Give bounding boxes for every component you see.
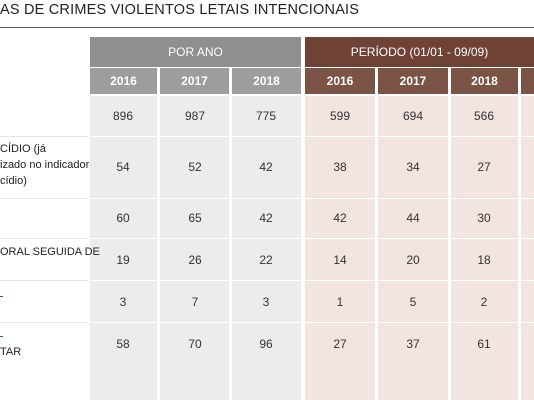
table-cell: 42	[333, 211, 347, 225]
label-divider	[0, 322, 88, 323]
year-header: 2017	[378, 68, 448, 94]
table-cell: 987	[184, 109, 206, 123]
column-bg	[160, 96, 229, 400]
table-cell: 30	[477, 211, 491, 225]
row-label: TAR	[0, 346, 22, 358]
table-cell: 775	[255, 109, 277, 123]
row-label: izado no indicador	[0, 159, 90, 171]
year-header: 2018	[232, 68, 301, 94]
row-divider	[0, 322, 534, 323]
row-label: CÍDIO (já	[0, 143, 46, 155]
table-cell: 27	[333, 337, 347, 351]
column-bg	[305, 96, 375, 400]
table-cell: 38	[333, 160, 347, 174]
row-divider	[0, 238, 534, 239]
row-label: ORAL SEGUIDA DE	[0, 246, 100, 258]
row-label-link[interactable]	[0, 326, 3, 337]
year-header: 2018	[451, 68, 518, 94]
year-header: 2016	[305, 68, 375, 94]
column-bg	[90, 96, 157, 400]
table-title: AS DE CRIMES VIOLENTOS LETAIS INTENCIONA…	[0, 2, 360, 18]
table-cell: 42	[259, 211, 273, 225]
table-cell: 20	[406, 253, 420, 267]
table-cell: 5	[409, 295, 417, 309]
group-header-periodo: PERÍODO (01/01 - 09/09)	[305, 37, 534, 67]
row-label-link[interactable]	[0, 286, 3, 297]
table-cell: 34	[406, 160, 420, 174]
table-cell: 2	[480, 295, 488, 309]
table-cell: 19	[116, 253, 130, 267]
row-label: cídio)	[0, 175, 27, 187]
table-cell: 3	[119, 295, 127, 309]
table-cell: 37	[406, 337, 420, 351]
title-divider	[0, 27, 534, 28]
row-divider	[0, 280, 534, 281]
label-divider	[0, 136, 88, 137]
table-cell: 896	[112, 109, 134, 123]
label-divider	[0, 280, 88, 281]
group-header-por-ano: POR ANO	[90, 37, 301, 67]
table-cell: 65	[188, 211, 202, 225]
year-header: 2017	[160, 68, 229, 94]
table-cell: 27	[477, 160, 491, 174]
table-cell: 61	[477, 337, 491, 351]
table-cell: 42	[259, 160, 273, 174]
column-bg	[451, 96, 518, 400]
table-cell: 96	[259, 337, 273, 351]
table-cell: 14	[333, 253, 347, 267]
table-cell: 1	[336, 295, 344, 309]
label-divider	[0, 198, 88, 199]
table-cell: 566	[473, 109, 495, 123]
table-cell: 58	[116, 337, 130, 351]
row-divider	[0, 198, 534, 199]
table-cell: 18	[477, 253, 491, 267]
table-cell: 54	[116, 160, 130, 174]
table-cell: 44	[406, 211, 420, 225]
table-cell: 3	[262, 295, 270, 309]
year-header: 2016	[90, 68, 157, 94]
table-cell: 60	[116, 211, 130, 225]
year-header-overflow	[521, 68, 534, 94]
column-bg	[378, 96, 448, 400]
table-cell: 7	[191, 295, 199, 309]
table-cell: 599	[329, 109, 351, 123]
table-cell: 70	[188, 337, 202, 351]
label-divider	[0, 238, 88, 239]
table-cell: 694	[402, 109, 424, 123]
row-divider	[0, 136, 534, 137]
column-bg	[521, 96, 534, 400]
table-cell: 52	[188, 160, 202, 174]
table-cell: 26	[188, 253, 202, 267]
table-cell: 22	[259, 253, 273, 267]
column-bg	[232, 96, 301, 400]
